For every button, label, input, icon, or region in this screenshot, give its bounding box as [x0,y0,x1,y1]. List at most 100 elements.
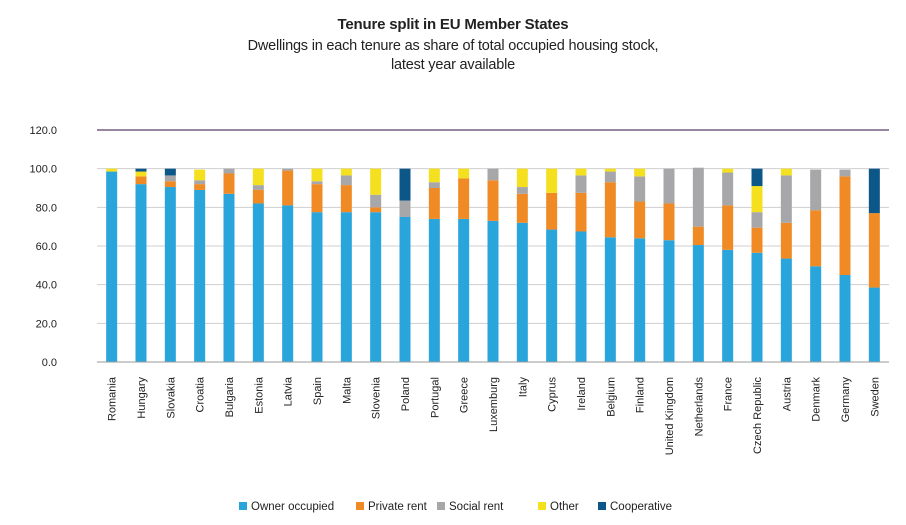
legend-label: Cooperative [610,501,672,513]
bar-segment-owner-occupied [194,189,206,362]
bar-segment-social-rent [428,182,440,188]
bar-segment-private-rent [282,170,294,206]
x-category-label: Denmark [811,377,823,422]
bar-segment-private-rent [722,205,734,250]
bar-segment-social-rent [311,181,323,185]
x-category-label: Finland [635,377,647,413]
legend-swatch [538,502,546,510]
bar-segment-social-rent [340,175,352,186]
bar-segment-owner-occupied [223,193,235,362]
x-category-label: Belgium [605,377,617,417]
y-tick-label: 0.0 [42,357,57,369]
bar-segment-private-rent [810,210,822,267]
bar-segment-private-rent [604,182,616,238]
bar-segment-social-rent [810,169,822,211]
bar-segment-social-rent [252,185,264,190]
bar-segment-other [604,168,616,172]
bar-segment-cooperative [751,168,763,187]
bar-segment-cooperative [868,168,880,214]
bar-segment-cooperative [164,168,176,176]
chart-subtitle-line2: latest year available [391,57,515,73]
x-category-label: United Kingdom [664,377,676,455]
legend-label: Other [550,501,579,513]
legend-label: Social rent [449,501,504,513]
bar-segment-owner-occupied [839,275,851,362]
bar-segment-owner-occupied [634,238,646,362]
bar-segment-other [340,168,352,176]
bar-segment-owner-occupied [311,212,323,362]
bar-segment-other [751,186,763,213]
x-category-label: Slovenia [371,376,383,419]
x-category-label: Austria [781,376,793,411]
bar-segment-private-rent [692,226,704,246]
x-category-label: Malta [341,376,353,404]
x-category-label: Ireland [576,377,588,411]
bar-segment-private-rent [370,207,382,213]
x-category-label: Italy [517,377,529,398]
bar-segment-owner-occupied [428,218,440,362]
x-category-label: Czech Republic [752,377,764,455]
x-category-label: Portugal [429,377,441,418]
bar-segment-owner-occupied [604,237,616,362]
bar-segment-other [135,171,147,177]
x-category-label: Slovakia [165,376,177,418]
bar-segment-private-rent [751,227,763,253]
bar-segment-private-rent [164,181,176,188]
bar-segment-owner-occupied [575,231,587,362]
bar-segment-owner-occupied [340,212,352,362]
x-category-label: Luxemburg [488,377,500,432]
bar-segment-owner-occupied [252,203,264,362]
bar-segment-private-rent [340,185,352,213]
bar-segment-other [458,168,470,179]
bar-segment-private-rent [458,178,470,219]
chart-subtitle-line1: Dwellings in each tenure as share of tot… [247,38,659,54]
bar-segment-owner-occupied [516,222,528,362]
y-tick-label: 100.0 [29,164,57,176]
bar-segment-owner-occupied [663,240,675,362]
bar-segment-owner-occupied [135,184,147,362]
y-tick-label: 120.0 [29,125,57,137]
x-category-label: Estonia [253,376,265,414]
bar-segment-social-rent [164,175,176,182]
bar-segment-private-rent [634,201,646,239]
x-category-label: Croatia [195,376,207,412]
bar-segment-social-rent [780,175,792,223]
legend-swatch [437,502,445,510]
bar-segment-private-rent [311,184,323,213]
legend-label: Owner occupied [251,501,334,513]
x-category-label: Romania [107,376,119,421]
bar-segment-private-rent [487,180,499,221]
bar-segment-social-rent [751,212,763,228]
x-category-label: France [723,377,735,411]
y-tick-label: 20.0 [36,318,57,330]
bar-segment-other [370,168,382,195]
bar-segment-owner-occupied [282,205,294,362]
bar-segment-private-rent [135,176,147,185]
bar-segment-private-rent [663,203,675,241]
bar-segment-social-rent [839,169,851,177]
legend-swatch [598,502,606,510]
bar-segment-social-rent [282,168,294,171]
bar-segment-social-rent [604,171,616,183]
y-tick-label: 80.0 [36,202,57,214]
bar-segment-cooperative [135,168,147,172]
x-category-label: Spain [312,377,324,405]
chart-title: Tenure split in EU Member States [337,16,569,33]
bar-segment-owner-occupied [487,220,499,362]
bar-segment-owner-occupied [164,187,176,362]
legend-swatch [239,502,247,510]
bar-segment-owner-occupied [868,287,880,362]
bar-segment-owner-occupied [810,266,822,362]
bar-segment-private-rent [252,189,264,204]
bar-segment-other [311,168,323,182]
bar-segment-other [780,168,792,176]
bar-segment-owner-occupied [692,245,704,362]
bar-segment-social-rent [487,168,499,181]
x-category-label: Hungary [136,377,148,419]
bar-segment-private-rent [428,188,440,219]
bar-segment-private-rent [516,193,528,223]
bar-segment-owner-occupied [722,249,734,362]
bar-segment-private-rent [223,173,235,194]
